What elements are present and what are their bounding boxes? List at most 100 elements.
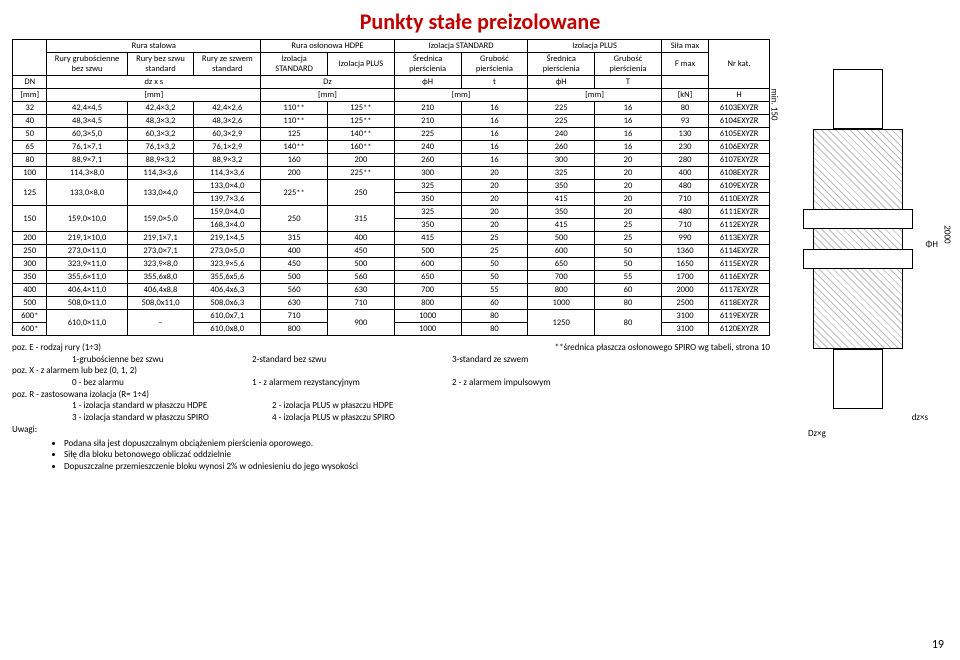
table-cell: 260 xyxy=(394,154,461,167)
u-kn: [kN] xyxy=(661,89,708,102)
table-cell: 76,1×7,1 xyxy=(47,141,127,154)
table-cell: 800 xyxy=(394,297,461,310)
table-row: 300323,9×11,0323,9×8,0323,9×5,6450500600… xyxy=(13,258,770,271)
table-cell: 2000 xyxy=(661,284,708,297)
table-cell: 250 xyxy=(13,245,47,258)
table-cell: 630 xyxy=(261,297,328,310)
table-cell: 100 xyxy=(13,167,47,180)
hdr-rura-stalowa: Rura stalowa xyxy=(47,40,261,53)
table-row: 8088,9×7,188,9×3,288,9×3,216020026016300… xyxy=(13,154,770,167)
hdr-dn: DN xyxy=(13,76,47,89)
page-title: Punkty stałe preizolowane xyxy=(12,8,948,35)
table-cell: 16 xyxy=(595,141,662,154)
table-cell: 300 xyxy=(528,154,595,167)
u-mm4: [mm] xyxy=(394,89,528,102)
table-cell: 355,6x5,6 xyxy=(194,271,261,284)
table-cell: 25 xyxy=(461,245,528,258)
table-cell: 16 xyxy=(595,102,662,115)
table-cell: 1360 xyxy=(661,245,708,258)
table-cell: 700 xyxy=(394,284,461,297)
table-cell: 160 xyxy=(261,154,328,167)
table-row: 5060,3×5,060,3×3,260,3×2,9125140**225162… xyxy=(13,128,770,141)
table-cell: 400 xyxy=(327,232,394,245)
u-mm2: [mm] xyxy=(47,89,261,102)
table-cell: 2500 xyxy=(661,297,708,310)
note-e1: 1-grubościenne bez szwu xyxy=(72,354,252,366)
hdr-phih2: ϕH xyxy=(528,76,595,89)
table-cell: 280 xyxy=(661,154,708,167)
table-cell: 60,3×3,2 xyxy=(127,128,194,141)
table-cell: 500 xyxy=(261,271,328,284)
table-cell: 300 xyxy=(394,167,461,180)
table-cell: 219,1×7,1 xyxy=(127,232,194,245)
table-cell: 406,4x6,3 xyxy=(194,284,261,297)
table-cell: 125 xyxy=(261,128,328,141)
technical-diagram: min. 150 2000 ΦH dz×s Dz×g xyxy=(778,69,938,409)
table-cell: 88,9×7,1 xyxy=(47,154,127,167)
table-cell: 6105EXYZR xyxy=(709,128,770,141)
u-h: H xyxy=(709,89,770,102)
table-cell: 40 xyxy=(13,115,47,128)
table-cell: 210 xyxy=(394,102,461,115)
table-cell: 450 xyxy=(261,258,328,271)
table-cell: 500 xyxy=(327,258,394,271)
hdr-fmax: F max xyxy=(661,53,708,76)
note-pozR: poz. R - zastosowana izolacja (R= 1÷4) xyxy=(12,389,770,401)
hdr-grub2: Grubość pierścienia xyxy=(595,53,662,76)
table-row: 6576,1×7,176,1×3,276,1×2,9140**160**2401… xyxy=(13,141,770,154)
dim-dzxs: dz×s xyxy=(912,412,928,423)
note-r2: 2 - izolacja PLUS w płaszczu HDPE xyxy=(272,400,472,412)
table-cell: 80 xyxy=(13,154,47,167)
table-cell: 225 xyxy=(394,128,461,141)
table-cell: 273,0×5,0 xyxy=(194,245,261,258)
table-cell: 76,1×3,2 xyxy=(127,141,194,154)
table-cell: 400 xyxy=(13,284,47,297)
table-cell: 88,9×3,2 xyxy=(194,154,261,167)
table-cell: 50 xyxy=(595,258,662,271)
table-cell: 560 xyxy=(261,284,328,297)
table-cell: 225** xyxy=(327,167,394,180)
table-cell: 32 xyxy=(13,102,47,115)
table-cell: 16 xyxy=(461,154,528,167)
table-cell: 125** xyxy=(327,102,394,115)
table-cell: 315 xyxy=(261,232,328,245)
note-x0: 0 - bez alarmu xyxy=(72,377,252,389)
hdr-izo-std: Izolacja STANDARD xyxy=(394,40,528,53)
table-row: 400406,4×11,0406,4x8,8406,4x6,3560630700… xyxy=(13,284,770,297)
table-cell: 6115EXYZR xyxy=(709,258,770,271)
table-cell: 990 xyxy=(661,232,708,245)
table-cell: 25 xyxy=(461,232,528,245)
table-cell: 200 xyxy=(13,232,47,245)
table-cell: 60,3×2,9 xyxy=(194,128,261,141)
table-cell: 800 xyxy=(528,284,595,297)
table-cell: 323,9×5,6 xyxy=(194,258,261,271)
table-cell: 710 xyxy=(327,297,394,310)
table-cell: 500 xyxy=(394,245,461,258)
table-cell: 55 xyxy=(461,284,528,297)
note-x2: 2 - z alarmem impulsowym xyxy=(452,377,652,389)
table-cell: 80 xyxy=(661,102,708,115)
table-cell: 355,6×11,0 xyxy=(47,271,127,284)
table-cell: 110** xyxy=(261,102,328,115)
table-cell: 210 xyxy=(394,115,461,128)
table-cell: 16 xyxy=(461,102,528,115)
table-cell: 650 xyxy=(528,258,595,271)
hdr-izo-plus2: Izolacja PLUS xyxy=(327,53,394,76)
table-cell: 350 xyxy=(13,271,47,284)
hdr-t2: T xyxy=(595,76,662,89)
table-row: 500508,0×11,0508,0x11,0508,0x6,363071080… xyxy=(13,297,770,310)
table-cell: 650 xyxy=(394,271,461,284)
table-cell: 48,3×3,2 xyxy=(127,115,194,128)
table-cell: 400 xyxy=(661,167,708,180)
table-row: 125133,0×8,0133,0×4,0133,0×4,0225**25032… xyxy=(13,180,770,193)
table-cell: 16 xyxy=(461,141,528,154)
notes-section: poz. E - rodzaj rury (1÷3) **średnica pł… xyxy=(12,342,770,473)
table-cell: 240 xyxy=(528,128,595,141)
note-r4: 4 - izolacja PLUS w płaszczu SPIRO xyxy=(272,412,472,424)
table-cell: 50 xyxy=(595,245,662,258)
hdr-izo-plus: Izolacja PLUS xyxy=(528,40,662,53)
table-cell: 508,0×11,0 xyxy=(47,297,127,310)
table-cell: 1000 xyxy=(528,297,595,310)
table-cell: 700 xyxy=(528,271,595,284)
table-cell: 6113EXYZR xyxy=(709,232,770,245)
